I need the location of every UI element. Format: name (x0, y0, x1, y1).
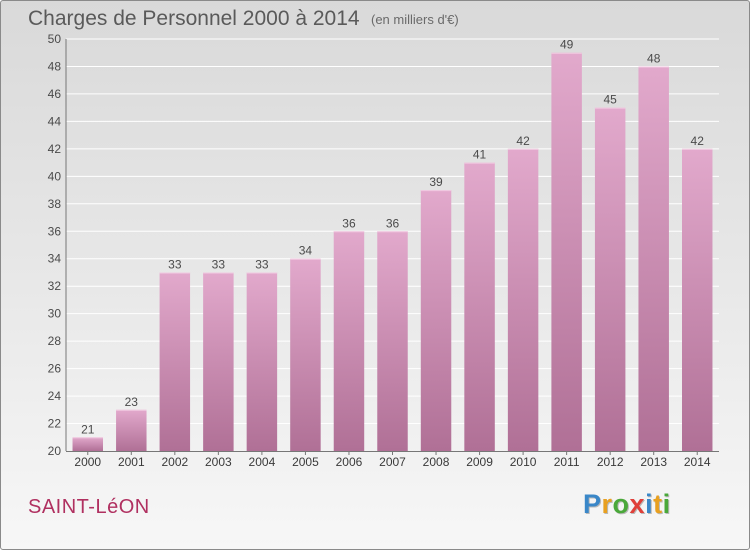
value-labels: 21 23 33 33 33 34 36 36 39 41 42 49 45 48 42 (81, 38, 704, 437)
y-tick-label: 30 (48, 307, 62, 321)
x-tick-label: 2004 (249, 455, 276, 469)
y-axis: 20 22 24 26 28 30 32 34 36 38 40 42 44 46 48 50 (48, 32, 67, 458)
chart-title: Charges de Personnel 2000 à 2014 (28, 7, 360, 30)
y-tick-label: 36 (48, 224, 62, 238)
logo-letter: P (583, 489, 602, 519)
y-tick-label: 50 (48, 32, 62, 46)
y-tick-label: 48 (48, 59, 62, 73)
bar (333, 231, 365, 451)
x-tick-label: 2011 (554, 455, 580, 469)
bar (681, 148, 713, 451)
value-label: 39 (429, 175, 443, 189)
x-axis: 2000 2001 2002 2003 2004 2005 2006 2007 2008 2009… (66, 451, 719, 469)
bar (464, 162, 495, 451)
logo-letter: x (629, 489, 646, 519)
x-tick-label: 2009 (466, 455, 493, 469)
x-tick-label: 2013 (640, 455, 667, 469)
bar (638, 66, 669, 451)
bar (507, 148, 539, 451)
bar (116, 409, 147, 451)
place-name: SAINT-LéON (28, 496, 150, 518)
x-tick-label: 2006 (336, 455, 363, 469)
logo-letter: i (645, 489, 654, 519)
x-tick-label: 2005 (292, 455, 319, 469)
chart-subtitle: (en milliers d'€) (371, 12, 459, 27)
bar (377, 231, 408, 451)
value-label: 36 (342, 216, 356, 230)
y-tick-label: 46 (48, 87, 62, 101)
value-label: 42 (516, 134, 530, 148)
bar (594, 107, 626, 452)
value-label: 34 (299, 244, 313, 258)
x-tick-label: 2002 (161, 455, 188, 469)
value-label: 45 (603, 93, 617, 107)
y-tick-label: 26 (48, 362, 62, 376)
x-tick-label: 2003 (205, 455, 232, 469)
logo-letter: t (653, 489, 663, 519)
y-tick-label: 24 (48, 389, 62, 403)
value-label: 36 (386, 216, 400, 230)
y-tick-label: 42 (48, 142, 62, 156)
value-label: 42 (691, 134, 705, 148)
value-label: 23 (125, 395, 139, 409)
bar (246, 272, 278, 451)
bar (72, 437, 104, 451)
logo-letter: r (601, 489, 613, 519)
value-label: 41 (473, 148, 487, 162)
bar (551, 52, 582, 451)
bars (72, 52, 713, 452)
logo-letter: i (662, 489, 671, 519)
y-tick-label: 44 (48, 114, 62, 128)
proxiti-logo[interactable]: Proxiti (583, 489, 671, 520)
y-tick-label: 28 (48, 334, 62, 348)
value-label: 21 (81, 422, 95, 436)
bar (159, 272, 191, 451)
x-tick-label: 2012 (597, 455, 624, 469)
x-tick-label: 2010 (510, 455, 537, 469)
value-label: 49 (560, 38, 574, 52)
x-tick-label: 2008 (423, 455, 450, 469)
bar (290, 258, 321, 451)
y-tick-label: 22 (48, 417, 62, 431)
value-label: 33 (168, 257, 182, 271)
value-label: 33 (255, 257, 269, 271)
y-tick-label: 34 (48, 252, 62, 266)
x-tick-label: 2007 (379, 455, 406, 469)
y-tick-label: 32 (48, 279, 62, 293)
x-tick-label: 2001 (118, 455, 145, 469)
y-tick-label: 40 (48, 169, 62, 183)
x-tick-label: 2000 (74, 455, 101, 469)
x-tick-label: 2014 (684, 455, 711, 469)
logo-letter: o (612, 489, 630, 519)
y-tick-label: 20 (48, 444, 62, 458)
value-label: 33 (212, 257, 226, 271)
y-tick-label: 38 (48, 197, 62, 211)
bar (203, 272, 234, 451)
value-label: 48 (647, 51, 661, 65)
bar (420, 190, 452, 452)
